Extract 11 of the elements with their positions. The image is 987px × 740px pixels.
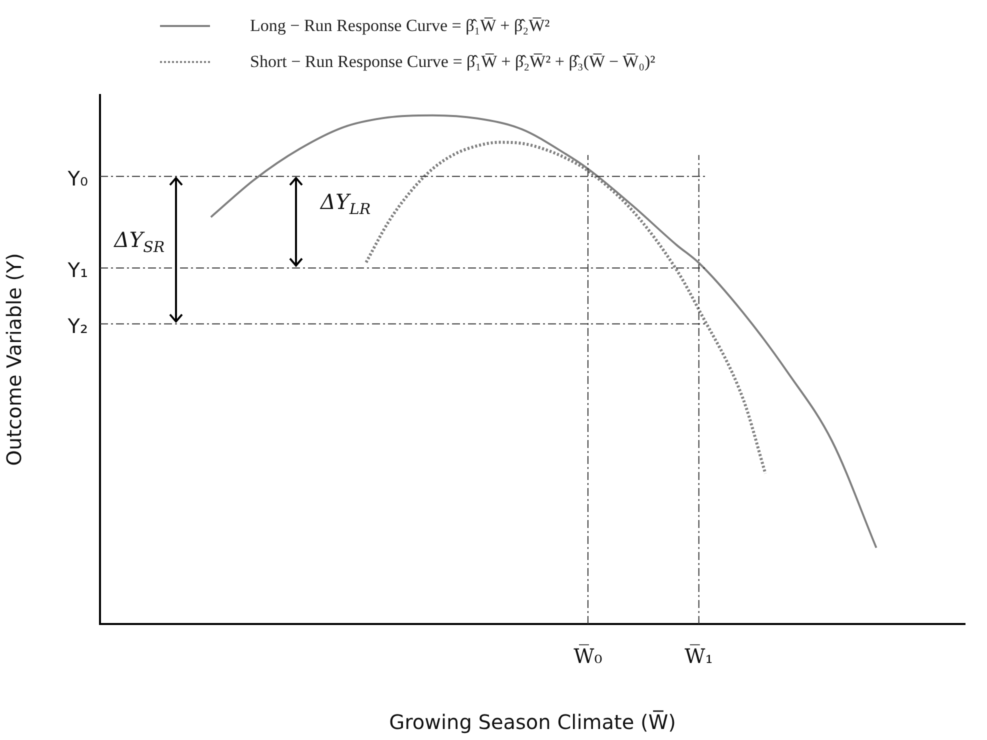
annotation: ΔY$_{SR}$ xyxy=(114,228,165,256)
y-axis-title: Outcome Variable (Y) xyxy=(2,253,26,466)
ref-line-label: Y₁ xyxy=(66,258,88,282)
legend-label: Short − Run Response Curve = β̂₁W̅ + β̂₂W̅² + β̂₃(W̅ − W̅₀)² xyxy=(250,52,656,72)
x-tick-label: W̅₀ xyxy=(574,644,602,668)
ref-line-label: Y₀ xyxy=(66,166,88,191)
x-tick-label: W̅₁ xyxy=(684,644,714,668)
x-axis-title: Growing Season Climate (W̅) xyxy=(389,710,676,734)
legend-label: Long − Run Response Curve = β̂₁W̅ + β̂₂W̅² xyxy=(250,16,550,36)
annotation: ΔY$_{LR}$ xyxy=(320,190,371,219)
ref-line-label: Y₂ xyxy=(66,314,88,338)
